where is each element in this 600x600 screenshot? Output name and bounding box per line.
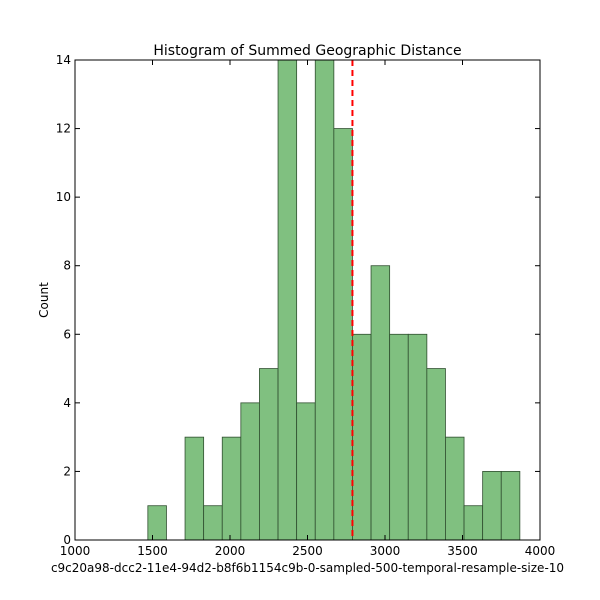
histogram-bar-14: [407, 333, 428, 541]
y-tick-label: 4: [63, 396, 71, 410]
chart-title: Histogram of Summed Geographic Distance: [153, 43, 461, 59]
histogram-bar-11: [352, 333, 372, 541]
histogram-bar-17: [463, 505, 484, 541]
histogram-bar-5: [240, 402, 260, 541]
histogram-bar-16: [445, 436, 465, 541]
y-tick-label: 10: [56, 190, 71, 204]
histogram-bar-7: [277, 59, 298, 541]
x-tick-label: 2000: [215, 544, 246, 558]
y-tick-label: 2: [63, 464, 71, 478]
histogram-bar-0: [147, 505, 167, 541]
y-axis-label: Count: [37, 282, 51, 318]
histogram-bar-18: [482, 471, 502, 541]
histogram-bar-12: [370, 265, 391, 541]
histogram-bar-6: [259, 368, 279, 541]
plot-frame: [74, 59, 541, 541]
histogram-bar-19: [500, 471, 521, 541]
histogram-bar-4: [221, 436, 242, 541]
y-tick-label: 14: [56, 53, 71, 67]
histogram-bar-10: [333, 128, 353, 541]
x-tick-label: 1000: [60, 544, 91, 558]
x-tick-label: 2500: [292, 544, 323, 558]
tick-labels: 1000 1500 2000 2500 3000 3500 4000 0 2 4 6 8 10 12 14: [56, 53, 556, 558]
histogram-bar-9: [314, 59, 335, 541]
x-tick-label: 3000: [370, 544, 401, 558]
histogram-bar-8: [296, 402, 316, 541]
x-tick-label: 3500: [447, 544, 478, 558]
x-axis-label: c9c20a98-dcc2-11e4-94d2-b8f6b1154c9b-0-s…: [51, 561, 564, 575]
y-tick-label: 12: [56, 122, 71, 136]
x-tick-label: 1500: [137, 544, 168, 558]
histogram-bar-15: [426, 368, 446, 541]
histogram-bar-2: [184, 436, 205, 541]
y-tick-label: 0: [63, 533, 71, 547]
histogram-bars: [147, 59, 521, 541]
y-tick-label: 8: [63, 259, 71, 273]
x-tick-label: 4000: [525, 544, 556, 558]
histogram-bar-13: [389, 333, 409, 541]
y-tick-label: 6: [63, 327, 71, 341]
histogram-bar-3: [203, 505, 223, 541]
